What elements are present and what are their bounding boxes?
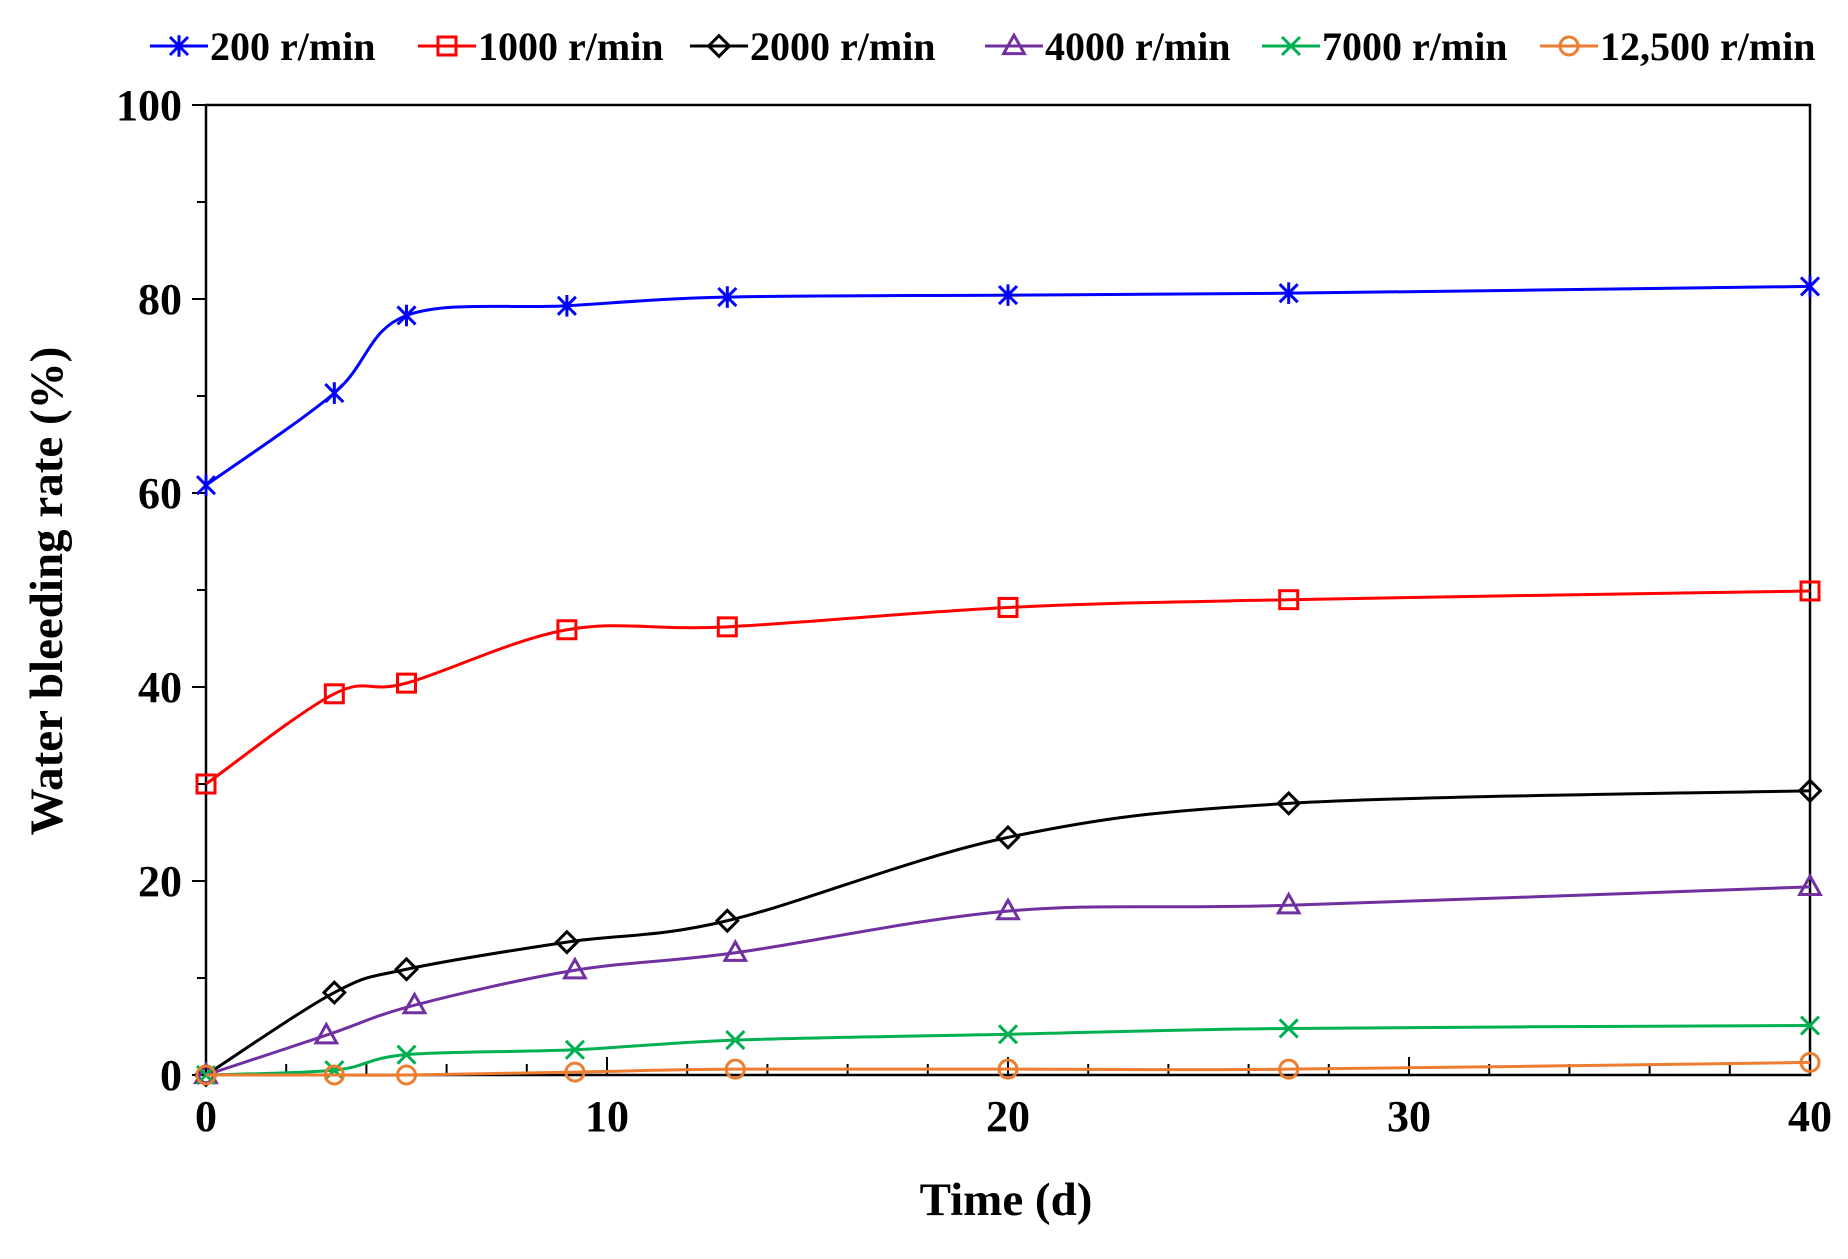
plot-frame <box>204 103 1812 1077</box>
data-point <box>1275 891 1302 915</box>
legend-label: 12,500 r/min <box>1600 24 1816 69</box>
data-point <box>321 980 347 1006</box>
data-point <box>1278 1058 1300 1080</box>
legend-label: 1000 r/min <box>478 24 664 69</box>
axis-ticks <box>192 104 1811 1076</box>
data-point <box>562 956 588 980</box>
data-point <box>396 1044 417 1065</box>
data-point <box>396 1064 417 1086</box>
legend-label: 200 r/min <box>210 24 376 69</box>
legend-label: 2000 r/min <box>750 24 936 69</box>
series-200-r-min <box>195 275 1821 497</box>
legend-marker <box>1001 32 1027 56</box>
y-tick-label: 40 <box>138 663 182 712</box>
data-point <box>1278 1018 1299 1039</box>
data-point <box>401 991 428 1015</box>
series-line <box>205 789 1811 1077</box>
y-tick-label: 100 <box>116 81 182 130</box>
data-point <box>324 382 345 404</box>
data-point <box>195 1064 217 1086</box>
series-line <box>205 1024 1811 1077</box>
data-point <box>1799 580 1821 602</box>
data-point <box>396 672 417 694</box>
data-point <box>1278 282 1299 304</box>
data-point <box>195 773 217 795</box>
legend-marker <box>436 35 458 57</box>
data-point <box>1278 589 1300 611</box>
data-point <box>1799 275 1821 298</box>
x-tick-label: 0 <box>195 1092 217 1141</box>
series-line <box>205 284 1811 487</box>
data-point <box>323 683 345 705</box>
x-tick-label: 20 <box>986 1092 1030 1141</box>
data-point <box>394 956 419 982</box>
plot-area-border <box>204 103 1812 1077</box>
data-point <box>323 1064 345 1086</box>
data-point <box>556 619 578 641</box>
data-point <box>725 1030 746 1051</box>
legend-marker <box>1280 35 1302 57</box>
data-point <box>995 897 1021 921</box>
x-tick-label: 40 <box>1788 1092 1832 1141</box>
y-tick-label: 60 <box>138 469 182 518</box>
legend-item: 1000 r/min <box>418 24 664 69</box>
data-point <box>1799 1015 1821 1036</box>
data-point <box>997 284 1019 306</box>
data-point <box>1797 778 1823 804</box>
data-point <box>995 824 1021 850</box>
x-tick-label: 10 <box>585 1092 629 1141</box>
legend-item: 2000 r/min <box>690 24 936 69</box>
data-point <box>997 596 1019 618</box>
tick-labels: 0 10 20 30 40 0 20 40 60 80 100 <box>116 81 1832 1141</box>
series-layer <box>193 275 1823 1088</box>
y-tick-label: 80 <box>138 275 182 324</box>
legend-item: 7000 r/min <box>1262 24 1508 69</box>
y-axis-title: Water bleeding rate (%) <box>21 347 73 836</box>
data-point <box>714 908 740 934</box>
legend: 200 r/min 1000 r/min 2000 r/min 4000 r/min 7… <box>150 24 1816 69</box>
x-tick-label: 30 <box>1387 1092 1431 1141</box>
series-1000-r-min <box>195 580 1821 795</box>
data-point <box>722 938 749 962</box>
y-tick-label: 20 <box>138 857 182 906</box>
legend-label: 4000 r/min <box>1045 24 1231 69</box>
data-point <box>556 294 577 317</box>
legend-label: 7000 r/min <box>1322 24 1508 69</box>
legend-marker <box>706 33 732 59</box>
data-point <box>716 616 738 638</box>
series-2000-r-min <box>193 778 1823 1088</box>
data-point <box>564 1061 586 1083</box>
legend-item: 4000 r/min <box>985 24 1231 69</box>
series-12-500-r-min <box>195 1051 1821 1086</box>
data-point <box>554 929 580 955</box>
series-4000-r-min <box>193 872 1823 1085</box>
series-line <box>206 1060 1811 1077</box>
data-point <box>396 304 417 327</box>
data-point <box>1276 790 1302 816</box>
y-tick-label: 0 <box>160 1051 182 1100</box>
legend-marker <box>168 35 190 57</box>
data-point <box>564 1039 585 1060</box>
data-point <box>1799 1051 1821 1073</box>
legend-marker <box>1558 35 1580 57</box>
data-point <box>724 1058 746 1080</box>
data-point <box>1797 872 1823 896</box>
data-point <box>997 1058 1019 1080</box>
data-point <box>195 474 217 497</box>
data-point <box>313 1021 340 1045</box>
data-point <box>717 286 738 308</box>
series-line <box>205 885 1811 1077</box>
x-axis-title: Time (d) <box>920 1174 1093 1226</box>
data-point <box>997 1024 1019 1045</box>
series-line <box>205 589 1811 786</box>
legend-item: 12,500 r/min <box>1540 24 1816 69</box>
legend-item: 200 r/min <box>150 24 376 69</box>
